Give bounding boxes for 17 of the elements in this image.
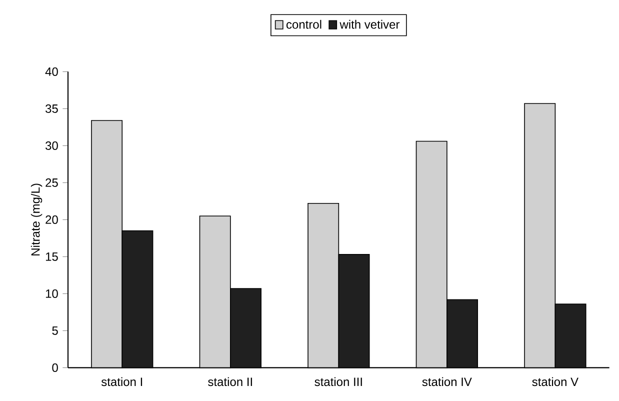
y-tick-label: 25 <box>46 178 58 187</box>
y-tick-label: 10 <box>46 289 58 298</box>
y-axis-title: Nitrate (mg/L) <box>30 184 42 256</box>
y-tick-label: 15 <box>46 252 58 261</box>
x-tick-label: station V <box>532 377 578 386</box>
y-tick-label: 0 <box>52 363 58 372</box>
y-tick-label: 40 <box>45 67 58 76</box>
y-tick-label: 5 <box>52 326 58 335</box>
x-tick-label: station II <box>208 377 252 386</box>
legend-label: with vetiver <box>340 20 400 29</box>
y-tick-label: 35 <box>46 104 58 113</box>
x-tick-label: station III <box>314 377 362 386</box>
y-tick-label: 20 <box>46 215 58 224</box>
legend-label: control <box>286 20 322 29</box>
x-tick-label: station I <box>101 377 142 386</box>
x-tick-label: station IV <box>422 377 472 386</box>
y-tick-label: 30 <box>46 141 58 150</box>
